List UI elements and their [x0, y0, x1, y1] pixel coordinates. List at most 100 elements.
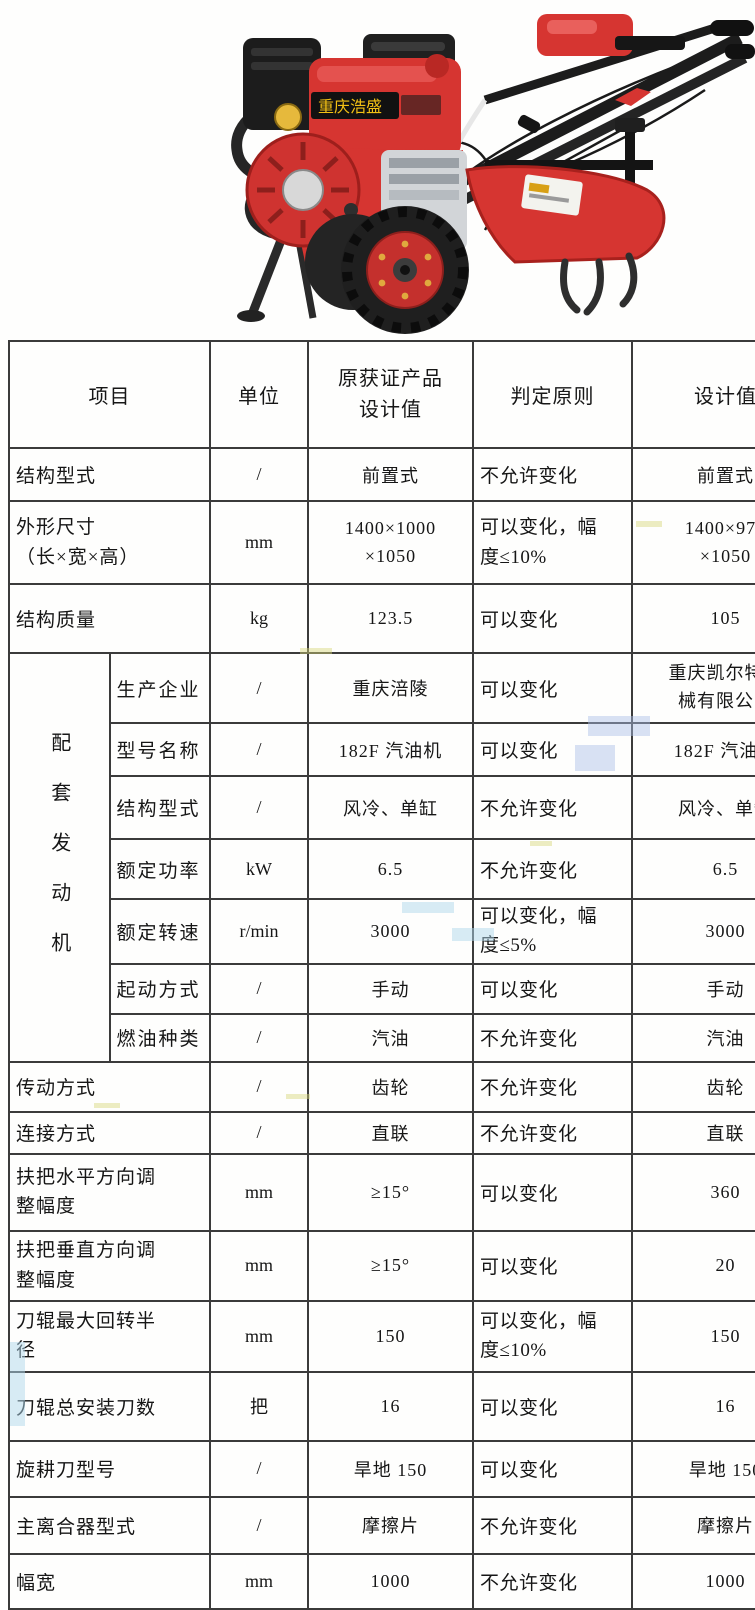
table-row: 幅宽 mm 1000 不允许变化 1000	[8, 1552, 755, 1610]
cell-design-value: 360	[631, 1152, 755, 1232]
cell-design-value: 1400×970 ×1050	[631, 500, 755, 585]
cell-rule: 可以变化	[472, 652, 633, 724]
cell-rule: 可以变化	[472, 1229, 633, 1302]
table-row: 扶把垂直方向调 整幅度 mm ≥15° 可以变化 20	[8, 1229, 755, 1302]
table-row: 主离合器型式 / 摩擦片 不允许变化 摩擦片	[8, 1495, 755, 1555]
cell-rule: 可以变化	[472, 962, 633, 1015]
cell-item-label: 旋耕刀型号	[8, 1439, 211, 1498]
cell-unit: /	[209, 1110, 309, 1155]
table-header-row: 项目 单位 原获证产品 设计值 判定原则 设计值	[8, 340, 755, 449]
cell-item-label: 扶把垂直方向调 整幅度	[8, 1229, 211, 1302]
cell-design-value: 摩擦片	[631, 1495, 755, 1555]
cell-rule: 可以变化	[472, 1152, 633, 1232]
cell-rule: 可以变化	[472, 1370, 633, 1442]
cell-item-label: 幅宽	[8, 1552, 211, 1610]
cell-unit: kW	[209, 838, 309, 900]
table-row: 额定转速 r/min 3000 可以变化，幅 度≤5% 3000	[9, 898, 755, 965]
cell-unit: /	[209, 1012, 309, 1063]
table-row: 传动方式 / 齿轮 不允许变化 齿轮	[8, 1060, 755, 1113]
brand-sticker	[311, 92, 399, 119]
cell-design-value: 直联	[631, 1110, 755, 1155]
table-row: 型号名称 / 182F 汽油机 可以变化 182F 汽油机	[9, 722, 755, 777]
cell-unit: mm	[209, 1229, 309, 1302]
cell-design-value: 6.5	[631, 838, 755, 900]
tiller-illustration: 重庆浩盛	[231, 14, 755, 334]
cell-orig-value: 摩擦片	[307, 1495, 474, 1555]
cell-orig-value: ≥15°	[307, 1152, 474, 1232]
cell-design-value: 182F 汽油机	[631, 722, 755, 777]
table-row: 刀辊总安装刀数 把 16 可以变化 16	[8, 1370, 755, 1442]
table-row: 结构型式 / 风冷、单缸 不允许变化 风冷、单缸	[9, 775, 755, 840]
wheel	[341, 206, 469, 334]
brand-sticker-text: 重庆浩盛	[318, 98, 382, 116]
cell-orig-value: 6.5	[307, 838, 474, 900]
cell-design-value: 105	[631, 583, 755, 654]
cell-design-value: 3000	[631, 898, 755, 965]
cell-design-value: 风冷、单缸	[631, 775, 755, 840]
shift-lever	[615, 88, 651, 106]
table-row: 起动方式 / 手动 可以变化 手动	[9, 962, 755, 1015]
cell-rule: 不允许变化	[472, 1495, 633, 1555]
cell-orig-value: 150	[307, 1299, 474, 1373]
cell-unit: r/min	[209, 898, 309, 965]
cell-design-value: 手动	[631, 962, 755, 1015]
cell-rule: 不允许变化	[472, 447, 633, 502]
cell-rule: 可以变化，幅 度≤10%	[472, 1299, 633, 1373]
cell-orig-value: 直联	[307, 1110, 474, 1155]
cell-rule: 不允许变化	[472, 1060, 633, 1113]
header-unit: 单位	[209, 340, 309, 449]
cell-design-value: 汽油	[631, 1012, 755, 1063]
table-row: 额定功率 kW 6.5 不允许变化 6.5	[9, 838, 755, 900]
cell-unit: /	[209, 652, 309, 724]
cell-orig-value: 1000	[307, 1552, 474, 1610]
cell-item-label: 主离合器型式	[8, 1495, 211, 1555]
cell-orig-value: 手动	[307, 962, 474, 1015]
cell-rule: 可以变化，幅 度≤10%	[472, 500, 633, 585]
cell-item-label: 连接方式	[8, 1110, 211, 1155]
cell-item-label: 结构质量	[8, 583, 211, 654]
cell-orig-value: ≥15°	[307, 1229, 474, 1302]
cell-design-value: 前置式	[631, 447, 755, 502]
cell-orig-value: 前置式	[307, 447, 474, 502]
table-row: 燃油种类 / 汽油 不允许变化 汽油	[9, 1012, 755, 1063]
table-row: 连接方式 / 直联 不允许变化 直联	[8, 1110, 755, 1155]
cell-orig-value: 汽油	[307, 1012, 474, 1063]
cell-rule: 可以变化	[472, 722, 633, 777]
cell-orig-value: 齿轮	[307, 1060, 474, 1113]
engine-group-label: 配套发动机	[8, 652, 111, 1063]
cell-unit: mm	[209, 1299, 309, 1373]
tine-bracket	[485, 118, 653, 188]
product-photo: 重庆浩盛	[185, 0, 755, 335]
table-row: 外形尺寸 （长×宽×高） mm 1400×1000 ×1050 可以变化，幅 度…	[8, 500, 755, 585]
cell-unit: 把	[209, 1370, 309, 1442]
cell-item-label: 额定转速	[108, 898, 211, 965]
cell-design-value: 重庆凯尔特机 械有限公司	[631, 652, 755, 724]
rotavator-guard	[465, 165, 666, 264]
cell-design-value: 20	[631, 1229, 755, 1302]
gold-emblem	[274, 103, 302, 131]
cell-orig-value: 旱地 150	[307, 1439, 474, 1498]
cell-unit: /	[209, 722, 309, 777]
cell-orig-value: 风冷、单缸	[307, 775, 474, 840]
cell-orig-value: 3000	[307, 898, 474, 965]
cell-rule: 不允许变化	[472, 1552, 633, 1610]
cell-orig-value: 182F 汽油机	[307, 722, 474, 777]
air-filter	[243, 38, 321, 130]
table-row: 配套发动机 生产企业 / 重庆涪陵 可以变化 重庆凯尔特机 械有限公司	[8, 652, 755, 1063]
spec-table: 项目 单位 原获证产品 设计值 判定原则 设计值 结构型式 / 前置式 不允许变…	[8, 340, 755, 1610]
cell-item-label: 额定功率	[108, 838, 211, 900]
cell-design-value: 1000	[631, 1552, 755, 1610]
header-design-value: 设计值	[631, 340, 755, 449]
cell-item-label: 生产企业	[108, 652, 211, 724]
table-row: 结构型式 / 前置式 不允许变化 前置式	[8, 447, 755, 502]
cell-orig-value: 16	[307, 1370, 474, 1442]
cell-item-label: 外形尺寸 （长×宽×高）	[8, 500, 211, 585]
cell-orig-value: 1400×1000 ×1050	[307, 500, 474, 585]
header-orig-value: 原获证产品 设计值	[307, 340, 474, 449]
cell-item-label: 刀辊总安装刀数	[8, 1370, 211, 1442]
cell-item-label: 传动方式	[8, 1060, 211, 1113]
cell-unit: /	[209, 1439, 309, 1498]
cell-item-label: 结构型式	[8, 447, 211, 502]
cell-rule: 可以变化	[472, 1439, 633, 1498]
